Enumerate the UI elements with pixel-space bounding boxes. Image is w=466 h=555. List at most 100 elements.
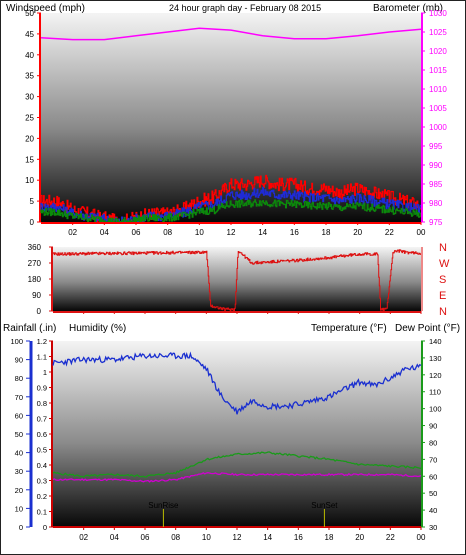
humidity-tick-label: 70 xyxy=(15,393,23,402)
temp-tick-label: 80 xyxy=(429,438,437,447)
rainfall-axis-label: Rainfall (.in) xyxy=(3,323,56,334)
wind-tick-label: 10 xyxy=(25,176,34,185)
direction-tick-label: 270 xyxy=(28,259,42,268)
x-tick-label: 06 xyxy=(141,533,150,542)
compass-direction-label: N xyxy=(439,306,447,318)
temp-tick-label: 100 xyxy=(429,405,442,414)
graph-date-title: 24 hour graph day - February 08 2015 xyxy=(169,3,321,13)
humidity-tick-label: 50 xyxy=(15,430,23,439)
compass-direction-label: W xyxy=(439,258,450,270)
wind-tick-label: 5 xyxy=(30,197,35,206)
baro-tick-label: 985 xyxy=(429,180,443,189)
humidity-series-line xyxy=(52,351,422,415)
temp-tick-label: 50 xyxy=(429,489,437,498)
humidity-tick-label: 0 xyxy=(19,523,23,532)
temp-tick-label: 90 xyxy=(429,422,437,431)
temp-tick-label: 60 xyxy=(429,472,437,481)
rain-tick-label: 0.3 xyxy=(37,477,47,486)
sunset-label: SunSet xyxy=(311,501,338,510)
wind-tick-label: 50 xyxy=(25,9,34,18)
wind-tick-label: 45 xyxy=(25,30,34,39)
x-tick-label: 04 xyxy=(110,533,119,542)
sunrise-label: SunRise xyxy=(148,501,179,510)
baro-tick-label: 980 xyxy=(429,199,443,208)
x-tick-label: 22 xyxy=(385,228,394,237)
baro-tick-label: 1015 xyxy=(429,66,447,75)
wind-tick-label: 20 xyxy=(25,134,34,143)
x-tick-label: 18 xyxy=(325,533,334,542)
temperature-axis-label: Temperature (°F) xyxy=(311,323,387,334)
temp-tick-label: 40 xyxy=(429,506,437,515)
direction-tick-label: 0 xyxy=(37,307,42,316)
baro-tick-label: 1000 xyxy=(429,123,447,132)
wind-direction-series-line xyxy=(52,249,421,312)
baro-tick-label: 1020 xyxy=(429,47,447,56)
compass-direction-label: E xyxy=(439,290,446,302)
humidity-tick-label: 40 xyxy=(15,449,23,458)
x-tick-label: 00 xyxy=(417,228,426,237)
humidity-tick-label: 80 xyxy=(15,374,23,383)
compass-direction-label: S xyxy=(439,274,446,286)
dewpoint-series-line xyxy=(52,472,422,483)
baro-tick-label: 1005 xyxy=(429,104,447,113)
humidity-temp-chart: 010203040506070809010000.10.20.30.40.50.… xyxy=(10,337,441,542)
rain-tick-label: 0.7 xyxy=(37,415,47,424)
rain-tick-label: 0.2 xyxy=(37,492,47,501)
baro-tick-label: 1025 xyxy=(429,28,447,37)
x-tick-label: 00 xyxy=(417,533,426,542)
temp-tick-label: 30 xyxy=(429,523,437,532)
humidity-tick-label: 30 xyxy=(15,467,23,476)
wind-tick-label: 35 xyxy=(25,72,34,81)
direction-tick-label: 180 xyxy=(28,275,42,284)
wind-tick-label: 40 xyxy=(25,51,34,60)
temp-tick-label: 110 xyxy=(429,388,441,397)
baro-tick-label: 975 xyxy=(429,218,443,227)
wind-tick-label: 25 xyxy=(25,114,34,123)
x-tick-label: 02 xyxy=(68,228,77,237)
temperature-series-line xyxy=(52,451,422,478)
humidity-temp-plot-area xyxy=(53,341,421,527)
rain-tick-label: 1 xyxy=(43,368,47,377)
rain-tick-label: 0.8 xyxy=(37,399,47,408)
temp-tick-label: 130 xyxy=(429,354,442,363)
x-tick-label: 14 xyxy=(263,533,272,542)
x-tick-label: 18 xyxy=(322,228,331,237)
x-tick-label: 12 xyxy=(233,533,242,542)
temp-tick-label: 70 xyxy=(429,455,437,464)
barometer-axis-label: Barometer (mb) xyxy=(373,3,443,14)
x-tick-label: 08 xyxy=(163,228,172,237)
x-tick-label: 16 xyxy=(290,228,299,237)
dewpoint-axis-label: Dew Point (°F) xyxy=(395,323,460,334)
x-tick-label: 08 xyxy=(171,533,180,542)
x-tick-label: 20 xyxy=(355,533,364,542)
rain-tick-label: 0.5 xyxy=(37,446,47,455)
barometer-series-line xyxy=(40,27,422,41)
humidity-tick-label: 10 xyxy=(15,504,23,513)
windspeed-min-series-line xyxy=(40,199,421,223)
rain-tick-label: 0 xyxy=(43,523,47,532)
x-tick-label: 12 xyxy=(227,228,236,237)
wind-tick-label: 15 xyxy=(25,155,34,164)
baro-tick-label: 1010 xyxy=(429,85,447,94)
direction-tick-label: 90 xyxy=(32,291,41,300)
x-tick-label: 22 xyxy=(386,533,395,542)
humidity-tick-label: 100 xyxy=(10,337,23,346)
rain-tick-label: 1.1 xyxy=(37,353,47,362)
rain-tick-label: 0.4 xyxy=(37,461,47,470)
x-tick-label: 04 xyxy=(100,228,109,237)
x-tick-label: 20 xyxy=(353,228,362,237)
x-tick-label: 10 xyxy=(202,533,211,542)
compass-direction-label: N xyxy=(439,242,447,254)
x-tick-label: 06 xyxy=(132,228,141,237)
baro-tick-label: 1030 xyxy=(429,9,447,18)
baro-tick-label: 990 xyxy=(429,161,443,170)
x-tick-label: 02 xyxy=(79,533,88,542)
rain-tick-label: 1.2 xyxy=(37,337,47,346)
windspeed-axis-label: Windspeed (mph) xyxy=(6,3,85,14)
x-tick-label: 10 xyxy=(195,228,204,237)
wind-tick-label: 30 xyxy=(25,93,34,102)
baro-tick-label: 995 xyxy=(429,142,443,151)
